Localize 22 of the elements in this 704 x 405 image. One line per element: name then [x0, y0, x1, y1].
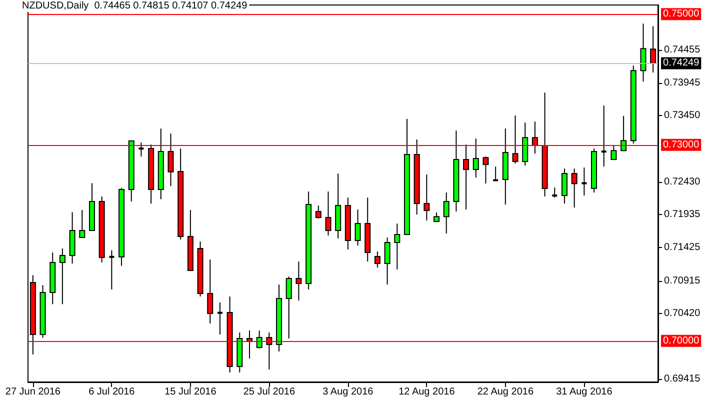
x-tick-label: 27 Jun 2016 [5, 386, 61, 398]
y-tick-label: 0.70420 [664, 308, 701, 319]
x-tick-label: 12 Aug 2016 [398, 386, 456, 398]
y-tick-label: 0.74455 [664, 44, 701, 56]
y-tick-label: 0.73945 [664, 78, 701, 89]
ref-line-label: 0.75000 [663, 8, 700, 20]
y-tick-label: 0.72430 [664, 176, 701, 188]
x-tick-label: 31 Aug 2016 [556, 386, 613, 398]
y-tick-label: 0.70915 [664, 276, 701, 287]
ref-line-label: 0.74249 [663, 58, 700, 69]
ref-line-label: 0.70000 [663, 335, 700, 346]
y-tick-label: 0.73450 [664, 110, 701, 121]
y-tick-label: 0.71935 [664, 208, 701, 220]
chart-title: NZDUSD,Daily 0.74465 0.74815 0.74107 0.74249 [22, 0, 248, 12]
ref-line-label: 0.73000 [663, 139, 700, 150]
x-tick-label: 22 Aug 2016 [477, 386, 534, 398]
x-tick-label: 6 Jul 2016 [88, 386, 136, 398]
y-tick-label: 0.69415 [664, 374, 701, 385]
x-tick-label: 25 Jul 2016 [243, 386, 296, 398]
x-tick-label: 3 Aug 2016 [322, 386, 374, 398]
x-tick-label: 15 Jul 2016 [164, 386, 217, 398]
y-tick-label: 0.71425 [664, 242, 701, 254]
